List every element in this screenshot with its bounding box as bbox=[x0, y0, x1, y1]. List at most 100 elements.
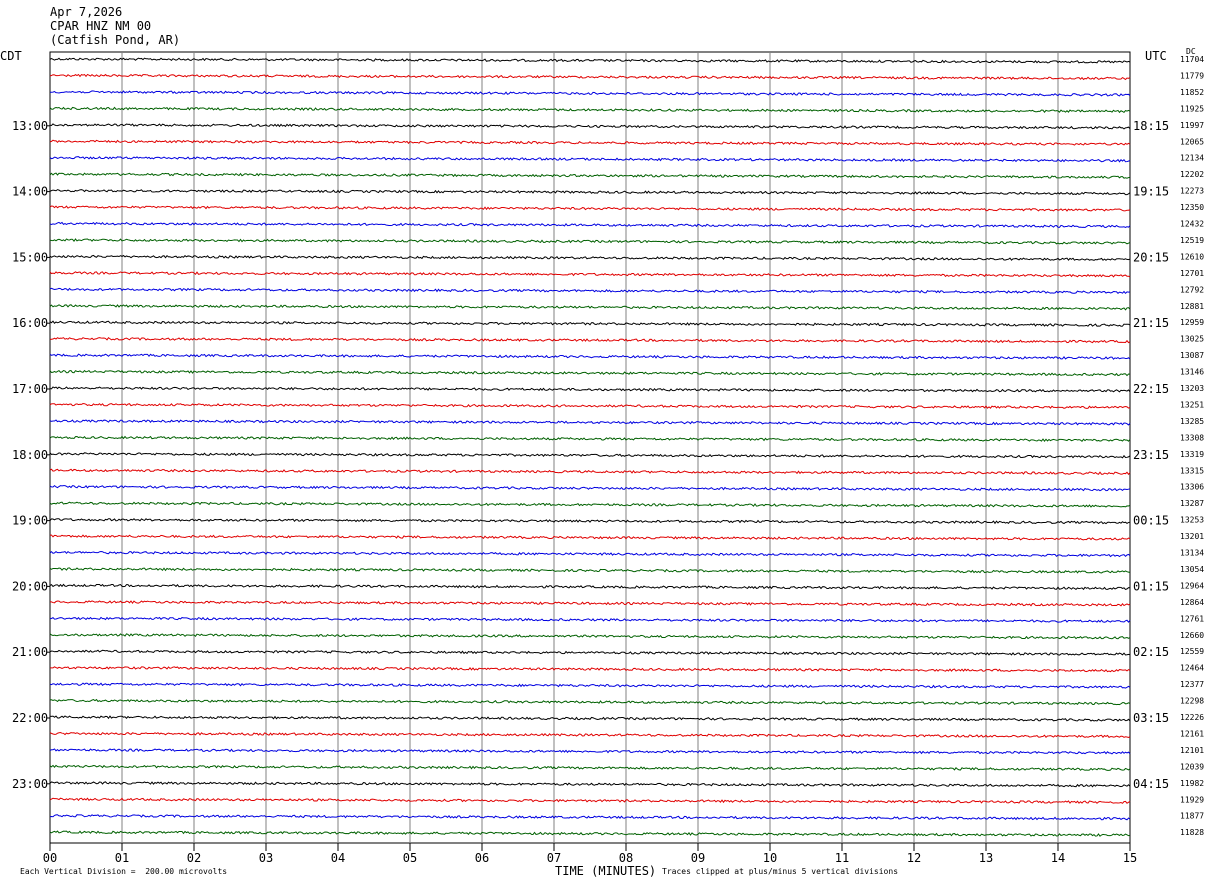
dc-value-9: 12350 bbox=[1180, 203, 1204, 212]
dc-value-3: 11925 bbox=[1180, 104, 1204, 113]
trace-23 bbox=[49, 435, 1131, 442]
dc-value-19: 13146 bbox=[1180, 368, 1204, 377]
dc-value-29: 13201 bbox=[1180, 532, 1204, 541]
left-timezone-label: CDT bbox=[0, 49, 22, 63]
dc-value-39: 12298 bbox=[1180, 697, 1204, 706]
dc-value-33: 12864 bbox=[1180, 598, 1204, 607]
dc-value-5: 12065 bbox=[1180, 137, 1204, 146]
trace-32 bbox=[49, 583, 1131, 591]
right-timezone-label: UTC bbox=[1145, 49, 1167, 63]
dc-value-18: 13087 bbox=[1180, 351, 1204, 360]
x-tick-label-05: 05 bbox=[403, 851, 417, 865]
trace-42 bbox=[49, 748, 1131, 755]
dc-value-37: 12464 bbox=[1180, 664, 1204, 673]
right-hour-label-7: 01:15 bbox=[1133, 579, 1169, 593]
trace-40 bbox=[49, 715, 1131, 722]
trace-13 bbox=[49, 271, 1131, 278]
dc-value-23: 13308 bbox=[1180, 433, 1204, 442]
trace-43 bbox=[49, 764, 1131, 771]
trace-19 bbox=[49, 369, 1131, 377]
dc-value-13: 12701 bbox=[1180, 269, 1204, 278]
trace-15 bbox=[49, 304, 1131, 311]
x-tick-label-10: 10 bbox=[763, 851, 777, 865]
dc-value-38: 12377 bbox=[1180, 680, 1204, 689]
trace-3 bbox=[49, 106, 1131, 114]
dc-value-4: 11997 bbox=[1180, 121, 1204, 130]
trace-39 bbox=[49, 698, 1131, 706]
dc-value-44: 11982 bbox=[1180, 779, 1204, 788]
trace-28 bbox=[49, 518, 1131, 525]
dc-value-31: 13054 bbox=[1180, 565, 1204, 574]
dc-value-43: 12039 bbox=[1180, 762, 1204, 771]
dc-value-25: 13315 bbox=[1180, 466, 1204, 475]
trace-25 bbox=[49, 468, 1131, 476]
dc-value-20: 13203 bbox=[1180, 384, 1204, 393]
trace-47 bbox=[49, 830, 1131, 837]
trace-7 bbox=[49, 172, 1131, 179]
dc-value-34: 12761 bbox=[1180, 614, 1204, 623]
dc-value-47: 11828 bbox=[1180, 828, 1204, 837]
left-hour-label-5: 18:00 bbox=[12, 448, 48, 462]
trace-1 bbox=[49, 73, 1131, 81]
x-tick-label-08: 08 bbox=[619, 851, 633, 865]
trace-45 bbox=[49, 797, 1131, 804]
clip-note: Traces clipped at plus/minus 5 vertical … bbox=[662, 867, 899, 876]
x-tick-label-04: 04 bbox=[331, 851, 345, 865]
trace-8 bbox=[49, 189, 1131, 196]
right-hour-label-3: 21:15 bbox=[1133, 316, 1169, 330]
x-tick-label-13: 13 bbox=[979, 851, 993, 865]
right-hour-label-1: 19:15 bbox=[1133, 185, 1169, 199]
trace-29 bbox=[49, 534, 1131, 541]
trace-2 bbox=[49, 90, 1131, 97]
dc-value-28: 13253 bbox=[1180, 516, 1204, 525]
trace-31 bbox=[49, 567, 1131, 574]
left-hour-label-2: 15:00 bbox=[12, 250, 48, 264]
trace-22 bbox=[49, 419, 1131, 426]
trace-10 bbox=[49, 221, 1131, 228]
trace-33 bbox=[49, 600, 1131, 607]
dc-value-22: 13285 bbox=[1180, 417, 1204, 426]
trace-46 bbox=[49, 814, 1131, 821]
trace-21 bbox=[49, 403, 1131, 409]
trace-26 bbox=[49, 484, 1131, 492]
station-code: CPAR HNZ NM 00 bbox=[50, 19, 152, 33]
right-hour-label-8: 02:15 bbox=[1133, 645, 1169, 659]
dc-value-45: 11929 bbox=[1180, 795, 1204, 804]
trace-20 bbox=[49, 386, 1131, 393]
dc-value-30: 13134 bbox=[1180, 549, 1204, 558]
trace-4 bbox=[49, 123, 1131, 130]
dc-value-40: 12226 bbox=[1180, 713, 1204, 722]
dc-value-24: 13319 bbox=[1180, 450, 1204, 459]
dc-value-1: 11779 bbox=[1180, 71, 1204, 80]
dc-value-41: 12161 bbox=[1180, 729, 1204, 738]
trace-14 bbox=[49, 287, 1131, 295]
dc-value-8: 12273 bbox=[1180, 187, 1204, 196]
trace-9 bbox=[49, 205, 1131, 212]
plot-date: Apr 7,2026 bbox=[50, 5, 123, 19]
dc-value-42: 12101 bbox=[1180, 746, 1204, 755]
x-tick-label-12: 12 bbox=[907, 851, 921, 865]
x-tick-label-01: 01 bbox=[115, 851, 129, 865]
right-hour-label-6: 00:15 bbox=[1133, 514, 1169, 528]
right-hour-label-5: 23:15 bbox=[1133, 448, 1169, 462]
dc-value-17: 13025 bbox=[1180, 335, 1204, 344]
plot-frame bbox=[49, 51, 1131, 844]
left-hour-label-7: 20:00 bbox=[12, 579, 48, 593]
right-hour-label-10: 04:15 bbox=[1133, 777, 1169, 791]
dc-value-35: 12660 bbox=[1180, 631, 1204, 640]
x-tick-label-02: 02 bbox=[187, 851, 201, 865]
dc-value-7: 12202 bbox=[1180, 170, 1204, 179]
station-location: (Catfish Pond, AR) bbox=[50, 33, 181, 47]
trace-38 bbox=[49, 682, 1131, 689]
left-hour-label-4: 17:00 bbox=[12, 382, 48, 396]
trace-37 bbox=[49, 666, 1131, 673]
trace-0 bbox=[49, 57, 1131, 64]
dc-value-0: 11704 bbox=[1180, 55, 1204, 64]
trace-16 bbox=[49, 320, 1131, 327]
trace-36 bbox=[49, 649, 1131, 656]
dc-value-6: 12134 bbox=[1180, 154, 1204, 163]
x-tick-label-14: 14 bbox=[1051, 851, 1065, 865]
trace-6 bbox=[49, 156, 1131, 163]
x-tick-label-03: 03 bbox=[259, 851, 273, 865]
